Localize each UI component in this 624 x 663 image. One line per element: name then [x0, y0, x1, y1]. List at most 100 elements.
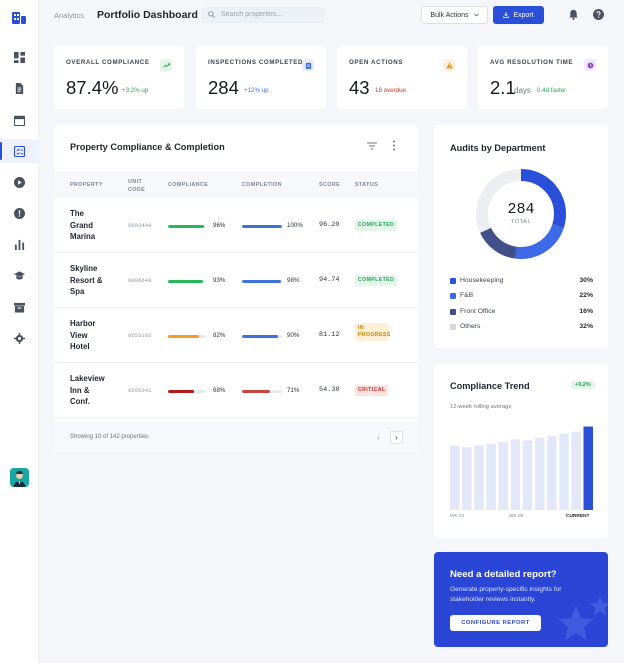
- chevron-down-icon: [473, 13, 479, 17]
- column-header-unit-code[interactable]: UNIT CODE: [128, 179, 146, 193]
- column-header-score[interactable]: SCORE: [319, 182, 341, 188]
- sidebar-item-archive[interactable]: [0, 295, 39, 319]
- legend-item[interactable]: Housekeeping 30%: [450, 276, 593, 286]
- compliance-table-card: Property Compliance & Completion PROPERT…: [54, 125, 418, 452]
- audits-donut-chart: [476, 169, 566, 259]
- app-logo[interactable]: [12, 11, 26, 25]
- kpi-label: OPEN ACTIONS: [349, 59, 404, 66]
- kpi-badge: [302, 59, 314, 71]
- compliance-progress-fill: [168, 280, 204, 283]
- property-name[interactable]: Harbor View Hotel: [70, 319, 96, 351]
- compliance-progress-bar: [168, 390, 206, 393]
- kpi-value: 284: [208, 77, 239, 98]
- top-header: Analytics › Portfolio Dashboard Search p…: [39, 0, 624, 32]
- search-input[interactable]: Search properties...: [201, 7, 325, 23]
- next-page-button[interactable]: ›: [390, 431, 403, 444]
- breadcrumb[interactable]: Analytics: [54, 11, 85, 20]
- trend-bar: [583, 426, 593, 510]
- column-header-status[interactable]: STATUS: [355, 182, 379, 188]
- kpi-delta: 18 overdue: [375, 87, 406, 94]
- trend-subtitle: 12-week rolling average: [450, 404, 512, 410]
- report-body-line1: Generate property-specific insights for: [450, 586, 562, 593]
- donut-total: 284: [507, 201, 535, 218]
- compliance-percent: 68%: [213, 387, 226, 394]
- kpi-delta: +12% up: [244, 87, 269, 94]
- trend-card: Compliance Trend +9.2% 12-week rolling a…: [434, 364, 608, 538]
- trend-bar: [571, 431, 581, 510]
- kpi-badge: [160, 59, 172, 71]
- graduation-cap-icon: [14, 270, 25, 280]
- sidebar-item-training[interactable]: [0, 263, 39, 287]
- table-row[interactable]: The Grand Marina 9693448 96% 100% 96.20 …: [54, 198, 418, 253]
- bulk-actions-dropdown[interactable]: Bulk Actions: [421, 6, 488, 24]
- kpi-value: 87.4%: [66, 77, 119, 98]
- sidebar-item-media[interactable]: [0, 170, 39, 194]
- export-label: Export: [513, 11, 534, 19]
- configure-report-button[interactable]: CONFIGURE REPORT: [450, 615, 541, 631]
- property-name[interactable]: Lakeview Inn & Conf.: [70, 374, 105, 406]
- legend-label: F&B: [460, 292, 474, 299]
- download-icon: [503, 12, 510, 18]
- trend-bar: [522, 440, 533, 510]
- export-button[interactable]: Export: [493, 6, 544, 24]
- completion-progress-bar: [242, 225, 282, 228]
- status-badge: COMPLETED: [355, 275, 398, 286]
- more-vertical-icon[interactable]: [392, 140, 396, 151]
- sidebar-item-documents[interactable]: [0, 76, 39, 100]
- legend-item[interactable]: Front Office 16%: [450, 307, 593, 317]
- completion-progress-fill: [242, 390, 271, 393]
- legend-item[interactable]: Others 32%: [450, 322, 593, 332]
- column-header-compliance[interactable]: COMPLIANCE: [168, 182, 209, 188]
- score-value: 94.74: [319, 276, 340, 284]
- compliance-percent: 82%: [213, 332, 226, 339]
- column-header-completion[interactable]: COMPLETION: [242, 182, 282, 188]
- sidebar-item-inspections[interactable]: [0, 139, 39, 163]
- compliance-percent: 96%: [213, 222, 226, 229]
- report-body-line2: stakeholder reviews instantly.: [450, 596, 536, 603]
- score-value: 81.12: [319, 331, 340, 339]
- compliance-progress-bar: [168, 225, 206, 228]
- warning-icon: [445, 61, 453, 68]
- sidebar-item-reports[interactable]: [0, 232, 39, 256]
- filter-icon[interactable]: [367, 142, 377, 150]
- legend-value: 16%: [579, 308, 593, 315]
- donut-total-label: TOTAL: [510, 219, 532, 225]
- prev-page-button[interactable]: ‹: [377, 433, 380, 442]
- help-icon[interactable]: [593, 9, 604, 20]
- report-cta-card: Need a detailed report? Generate propert…: [434, 552, 608, 647]
- table-row[interactable]: Skyline Resort & Spa 9986649 93% 98% 94.…: [54, 253, 418, 308]
- table-row[interactable]: Lakeview Inn & Conf. 9295341 68% 71% 54.…: [54, 363, 418, 418]
- property-name[interactable]: Skyline Resort & Spa: [70, 264, 103, 296]
- star-decoration-icon: [558, 596, 608, 640]
- kpi-card-open-actions: OPEN ACTIONS 43 18 overdue: [337, 46, 467, 109]
- sidebar-item-settings[interactable]: [0, 326, 39, 350]
- legend-item[interactable]: F&B 22%: [450, 291, 593, 301]
- completion-progress-fill: [242, 335, 278, 338]
- bell-icon[interactable]: [568, 9, 579, 20]
- legend-value: 32%: [579, 323, 593, 330]
- trend-bar: [474, 445, 484, 510]
- trend-bar: [450, 445, 460, 510]
- compliance-progress-bar: [168, 280, 206, 283]
- donut-slice: [476, 169, 566, 259]
- sidebar-item-dashboard[interactable]: [0, 45, 39, 69]
- compliance-percent: 93%: [213, 277, 226, 284]
- completion-progress-fill: [242, 280, 282, 283]
- property-name[interactable]: The Grand Marina: [70, 209, 96, 241]
- archive-icon: [14, 302, 25, 313]
- legend-label: Front Office: [460, 308, 496, 315]
- kpi-card-inspections: INSPECTIONS COMPLETED 284 +12% up: [196, 46, 326, 109]
- trend-up-icon: [162, 62, 170, 68]
- sidebar-item-alerts[interactable]: [0, 201, 39, 225]
- sidebar-item-calendar[interactable]: [0, 108, 39, 132]
- checklist-icon: [14, 145, 25, 157]
- avatar[interactable]: [10, 468, 29, 487]
- trend-bar: [486, 443, 496, 510]
- trend-bar: [534, 437, 545, 510]
- column-header-property[interactable]: PROPERTY: [70, 182, 103, 188]
- document-icon: [15, 82, 24, 94]
- kpi-delta: 0.4d faster: [537, 87, 567, 94]
- table-row[interactable]: Harbor View Hotel 9553102 82% 90% 81.12 …: [54, 308, 418, 363]
- trend-bar: [462, 447, 472, 510]
- status-badge: CRITICAL: [355, 385, 389, 396]
